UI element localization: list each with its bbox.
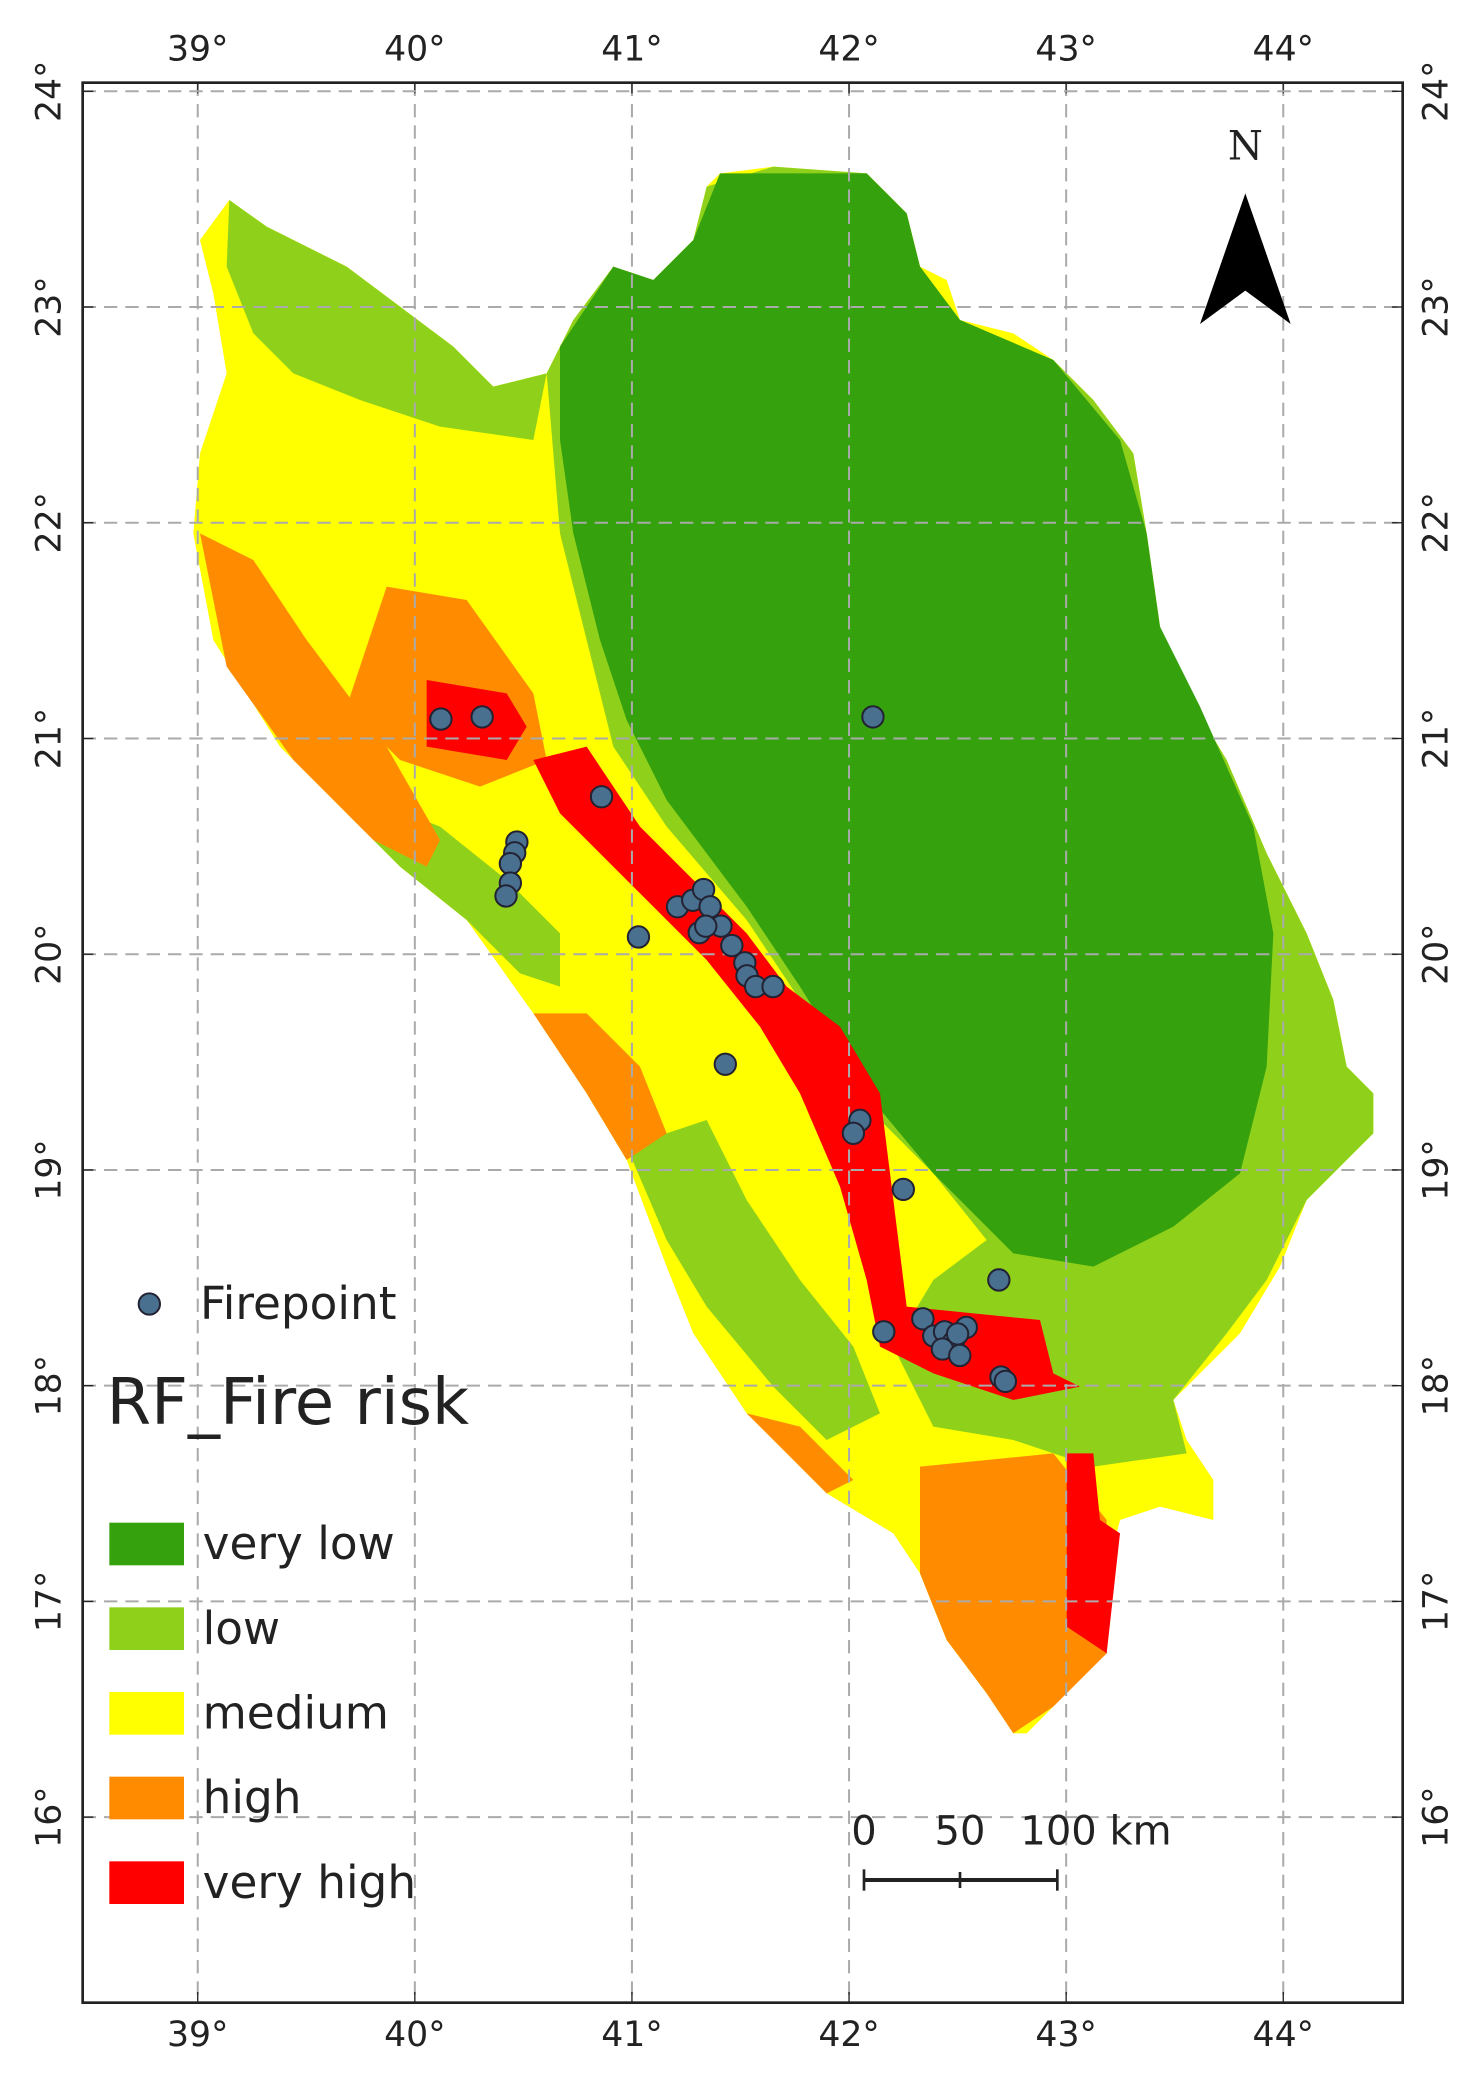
legend-label: low: [203, 1602, 280, 1655]
y-tick-label: 20°: [30, 923, 70, 984]
legend-swatch: [109, 1692, 184, 1735]
x-tick-label: 44°: [1253, 2015, 1314, 2055]
y-tick-label: 17°: [30, 1571, 70, 1632]
y-tick-label: 22°: [1416, 492, 1456, 553]
y-tick-label: 21°: [1416, 708, 1456, 769]
legend-label: very low: [203, 1517, 395, 1570]
y-tick-label: 23°: [30, 276, 70, 337]
y-tick-label: 18°: [1416, 1355, 1456, 1416]
x-tick-label: 40°: [384, 2015, 445, 2055]
region-very-high: [1066, 1453, 1120, 1654]
firepoint: [720, 933, 744, 958]
map-frame: [81, 81, 1404, 2004]
firepoint: [498, 851, 523, 876]
scale-label: 100 km: [1020, 1808, 1171, 1854]
y-tick-label: 16°: [30, 1786, 70, 1847]
scale-label: 0: [851, 1808, 876, 1854]
y-tick-label: 17°: [1416, 1571, 1456, 1632]
y-tick-label: 16°: [1416, 1786, 1456, 1847]
legend-label: Firepoint: [200, 1277, 397, 1330]
firepoint: [872, 1320, 896, 1344]
firepoint: [993, 1369, 1018, 1394]
region-high: [920, 1453, 1107, 1734]
legend: Firepoint RF_Fire risk very low low medium…: [107, 1277, 469, 1909]
firepoint: [911, 1307, 935, 1331]
legend-title: RF_Fire risk: [107, 1366, 469, 1440]
firepoint: [841, 1121, 866, 1145]
firepoint: [861, 705, 885, 729]
firepoint: [429, 707, 453, 731]
firepoint: [589, 785, 614, 809]
graticule: [82, 82, 1403, 2003]
firepoint: [626, 925, 651, 949]
firepoint: [891, 1177, 915, 1202]
firepoint: [761, 974, 785, 999]
region-high: [533, 1013, 667, 1160]
firepoints: [429, 705, 1018, 1394]
scale-label: 50: [935, 1808, 986, 1854]
legend-swatch: [109, 1861, 184, 1904]
x-tick-label: 41°: [601, 2015, 662, 2055]
x-tick-label: 39°: [167, 2015, 228, 2055]
y-tick-label: 18°: [30, 1355, 70, 1416]
y-tick-label: 20°: [1416, 923, 1456, 984]
firepoint: [948, 1343, 972, 1368]
y-tick-label: 23°: [1416, 276, 1456, 337]
x-tick-label: 42°: [818, 2015, 879, 2055]
y-tick-label: 24°: [30, 61, 70, 122]
x-tick-label: 44°: [1253, 30, 1314, 70]
firepoint: [713, 1052, 737, 1076]
x-tick-label: 42°: [818, 30, 879, 70]
region-high: [746, 1413, 854, 1494]
firepoint: [987, 1268, 1011, 1292]
region-low: [626, 1120, 880, 1440]
region-high: [200, 533, 440, 867]
legend-label: high: [203, 1771, 302, 1824]
legend-swatch: [109, 1522, 184, 1566]
x-tick-label: 43°: [1035, 30, 1096, 70]
legend-label: medium: [203, 1687, 389, 1740]
y-tick-label: 22°: [30, 492, 70, 553]
firepoint: [945, 1322, 970, 1346]
legend-swatch: [109, 1607, 184, 1650]
north-arrow: [1200, 193, 1291, 324]
region-low: [226, 200, 547, 440]
firepoint: [470, 705, 494, 729]
north-label: N: [1228, 123, 1263, 169]
legend-label: very high: [203, 1856, 416, 1909]
y-tick-label: 24°: [1416, 61, 1456, 122]
x-tick-label: 41°: [601, 30, 662, 70]
x-tick-label: 40°: [384, 30, 445, 70]
legend-swatch: [109, 1776, 184, 1820]
firepoint: [494, 884, 518, 908]
firepoint: [694, 914, 718, 938]
y-tick-label: 19°: [1416, 1139, 1456, 1200]
legend-symbol: [137, 1292, 161, 1316]
y-tick-label: 21°: [30, 708, 70, 769]
region-very-low: [560, 173, 1274, 1267]
firepoint: [698, 895, 722, 919]
x-tick-label: 43°: [1035, 2015, 1096, 2055]
x-tick-label: 39°: [167, 30, 228, 70]
risk-map: [193, 166, 1374, 1734]
y-tick-label: 19°: [30, 1139, 70, 1200]
